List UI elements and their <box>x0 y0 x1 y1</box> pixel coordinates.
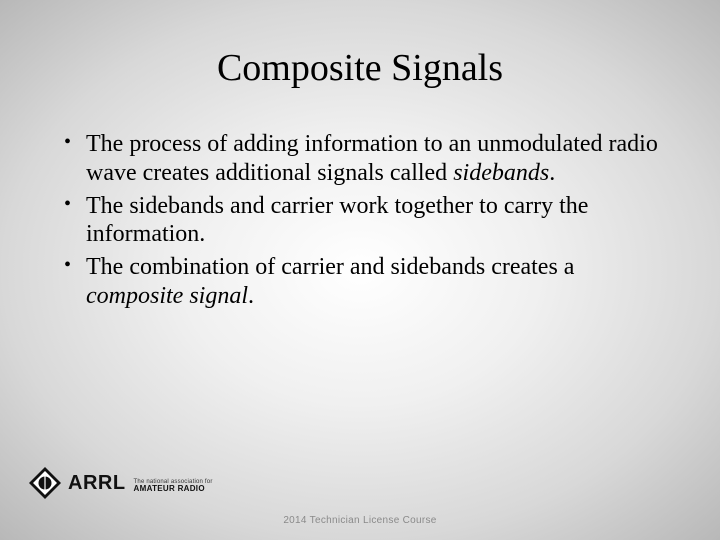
list-item: The sidebands and carrier work together … <box>60 192 660 250</box>
bullet-list: The process of adding information to an … <box>60 130 660 311</box>
list-item: The process of adding information to an … <box>60 130 660 188</box>
bullet-text-pre: The process of adding information to an … <box>86 131 658 186</box>
bullet-text-em: composite signal <box>86 283 248 309</box>
bullet-text-pre: The combination of carrier and sidebands… <box>86 254 574 280</box>
logo-arrl-text: ARRL <box>68 473 126 493</box>
bullet-text-post: . <box>549 160 555 186</box>
slide: Composite Signals The process of adding … <box>0 0 720 540</box>
footer-text: 2014 Technician License Course <box>0 515 720 526</box>
logo-tagline-2: AMATEUR RADIO <box>134 485 213 493</box>
slide-content: The process of adding information to an … <box>0 120 720 311</box>
slide-title: Composite Signals <box>0 0 720 120</box>
list-item: The combination of carrier and sidebands… <box>60 253 660 311</box>
bullet-text-pre: The sidebands and carrier work together … <box>86 193 588 248</box>
logo-text: ARRL The national association for AMATEU… <box>68 473 213 493</box>
bullet-text-em: sidebands <box>453 160 549 186</box>
arrl-logo: ARRL The national association for AMATEU… <box>28 466 213 500</box>
logo-diamond-icon <box>28 466 62 500</box>
bullet-text-post: . <box>248 283 254 309</box>
